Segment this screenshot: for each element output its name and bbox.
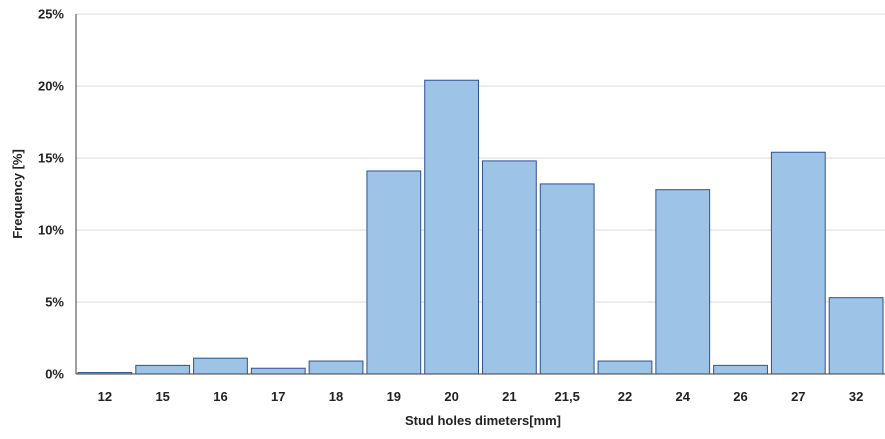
bar-21-5 [539,183,595,375]
x-tick-label: 18 [329,389,343,404]
y-tick-label: 15% [38,151,64,166]
gridlines [76,13,885,303]
y-tick-label: 5% [45,295,64,310]
bar-27 [770,151,826,375]
x-tick-label: 21 [502,389,516,404]
bar-26 [713,364,768,375]
x-tick-label: 15 [155,389,169,404]
x-tick-label: 12 [98,389,112,404]
bar-24 [655,189,711,375]
x-tick-labels: 12 15 16 17 18 19 20 21 21,5 22 24 26 27 32 [98,389,864,404]
bar-16 [193,357,248,375]
x-tick-label: 17 [271,389,285,404]
bar-32 [828,297,884,375]
bar-19 [366,170,422,375]
bar-17 [250,367,306,375]
y-axis-title: Frequency [%] [10,149,25,239]
x-tick-label: 16 [213,389,227,404]
bar-20 [424,79,480,375]
x-tick-label: 24 [676,389,691,404]
y-tick-labels: 0% 5% 10% 15% 20% 25% [38,7,64,382]
x-tick-label: 27 [791,389,805,404]
bar-15 [135,364,191,375]
x-tick-label: 32 [849,389,863,404]
y-tick-label: 25% [38,7,64,22]
y-tick-label: 20% [38,79,64,94]
bar-21 [482,160,537,375]
axes [75,14,885,375]
x-tick-label: 22 [618,389,632,404]
x-tick-label: 20 [444,389,458,404]
y-tick-label: 10% [38,223,64,238]
bar-22 [597,360,653,375]
x-tick-label: 21,5 [555,389,580,404]
bars [77,79,884,375]
y-tick-label: 0% [45,367,64,382]
x-tick-label: 26 [733,389,747,404]
x-axis-title: Stud holes dimeters[mm] [405,413,561,428]
x-tick-label: 19 [387,389,401,404]
bar-18 [308,360,364,375]
